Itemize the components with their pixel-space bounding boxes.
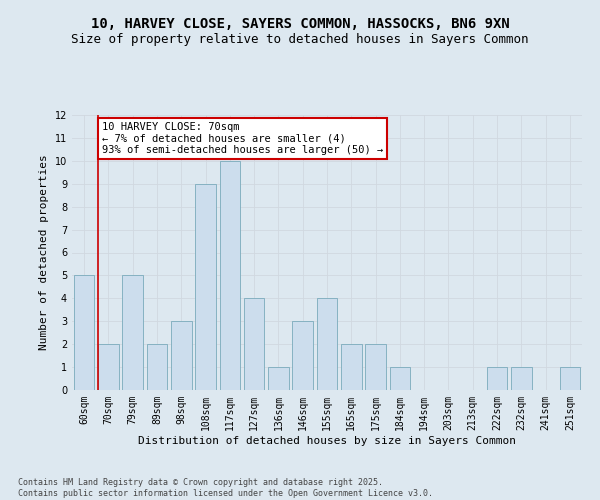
Bar [317,298,337,390]
Bar [487,367,508,390]
Bar [122,276,143,390]
Bar [511,367,532,390]
Bar [195,184,216,390]
Bar [146,344,167,390]
Bar [341,344,362,390]
Y-axis label: Number of detached properties: Number of detached properties [39,154,49,350]
Text: Size of property relative to detached houses in Sayers Common: Size of property relative to detached ho… [71,32,529,46]
Bar [365,344,386,390]
Text: 10 HARVEY CLOSE: 70sqm
← 7% of detached houses are smaller (4)
93% of semi-detac: 10 HARVEY CLOSE: 70sqm ← 7% of detached … [102,122,383,155]
Bar [560,367,580,390]
Text: Contains HM Land Registry data © Crown copyright and database right 2025.
Contai: Contains HM Land Registry data © Crown c… [18,478,433,498]
Bar [171,322,191,390]
Bar [292,322,313,390]
Bar [268,367,289,390]
Bar [244,298,265,390]
Bar [389,367,410,390]
Bar [74,276,94,390]
Bar [98,344,119,390]
X-axis label: Distribution of detached houses by size in Sayers Common: Distribution of detached houses by size … [138,436,516,446]
Text: 10, HARVEY CLOSE, SAYERS COMMON, HASSOCKS, BN6 9XN: 10, HARVEY CLOSE, SAYERS COMMON, HASSOCK… [91,18,509,32]
Bar [220,161,240,390]
